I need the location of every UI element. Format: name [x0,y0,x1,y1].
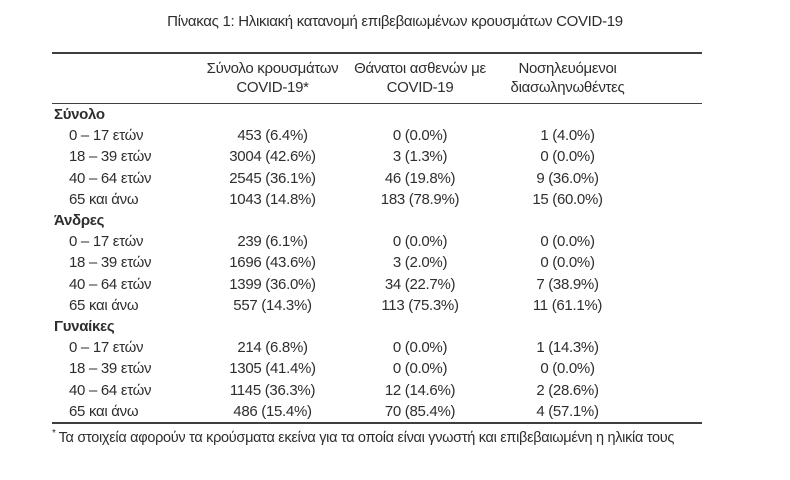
deaths-cell: 12 (14.6%) [384,381,456,399]
age-cell: 0 – 17 ετών [69,339,144,357]
intubated-cell: 7 (38.9%) [536,275,599,293]
col-header-deaths: Θάνατοι ασθενών με COVID-19 [350,53,490,104]
age-cell: 65 και άνω [69,190,139,208]
deaths-cell: 3 (2.0%) [392,254,448,272]
footnote: * Τα στοιχεία αφορούν τα κρούσματα εκείνα… [52,424,752,448]
table-row: 65 και άνω 486 (15.4%) 70 (85.4%) 4 (57.1%) [52,401,702,423]
deaths-cell: 46 (19.8%) [384,169,456,187]
intubated-cell: 0 (0.0%) [540,148,595,166]
table-row: 65 και άνω 557 (14.3%) 113 (75.3%) 11 (61.1… [52,295,702,316]
section-label: Άνδρες [54,212,105,230]
intubated-cell: 0 (0.0%) [540,360,595,378]
table-row: 0 – 17 ετών 453 (6.4%) 0 (0.0%) 1 (4.0%) [52,125,702,146]
col-header-intubated-line1: Νοσηλευόμενοι [518,60,617,77]
table-row: 40 – 64 ετών 1399 (36.0%) 34 (22.7%) 7 (38.… [52,274,702,295]
intubated-cell: 4 (57.1%) [536,402,599,420]
cases-cell: 453 (6.4%) [237,127,308,145]
age-cell: 18 – 39 ετών [69,148,152,166]
age-cell: 40 – 64 ετών [69,381,152,399]
col-header-total-cases-line2: COVID-19* [236,79,309,96]
cases-cell: 557 (14.3%) [233,296,312,314]
section-label: Σύνολο [54,106,105,123]
col-header-intubated: Νοσηλευόμενοι διασωληνωθέντες [490,53,702,104]
deaths-cell: 34 (22.7%) [384,275,456,293]
intubated-cell: 1 (4.0%) [540,127,595,145]
cases-cell: 3004 (42.6%) [229,148,316,166]
cases-cell: 1696 (43.6%) [229,254,316,272]
cases-cell: 1043 (14.8%) [229,190,316,208]
age-cell: 18 – 39 ετών [69,254,152,272]
table-row: 0 – 17 ετών 214 (6.8%) 0 (0.0%) 1 (14.3%) [52,337,702,358]
table-caption: Πίνακας 1: Ηλικιακή κατανομή επιβεβαιωμέ… [167,13,623,30]
section-row: Σύνολο [52,104,702,126]
cases-cell: 214 (6.8%) [237,339,308,357]
table-row: 40 – 64 ετών 2545 (36.1%) 46 (19.8%) 9 (36.… [52,168,702,189]
table-header: Σύνολο κρουσμάτων COVID-19* Θάνατοι ασθε… [52,53,702,104]
intubated-cell: 0 (0.0%) [540,233,595,251]
header-row: Σύνολο κρουσμάτων COVID-19* Θάνατοι ασθε… [52,53,702,104]
age-cell: 0 – 17 ετών [69,233,144,251]
intubated-cell: 11 (61.1%) [532,296,603,314]
section-row: Άνδρες [52,210,702,231]
age-cell: 65 και άνω [69,402,139,420]
table-row: 18 – 39 ετών 3004 (42.6%) 3 (1.3%) 0 (0.0%) [52,146,702,167]
cases-cell: 1305 (41.4%) [229,360,316,378]
col-header-deaths-line2: COVID-19 [386,79,454,96]
age-column-header [52,53,195,104]
age-cell: 40 – 64 ετών [69,275,152,293]
covid-age-table: Σύνολο κρουσμάτων COVID-19* Θάνατοι ασθε… [52,52,702,425]
cases-cell: 2545 (36.1%) [229,169,316,187]
col-header-intubated-line2: διασωληνωθέντες [510,79,625,96]
deaths-cell: 0 (0.0%) [392,127,448,145]
age-cell: 65 και άνω [69,296,139,314]
deaths-cell: 113 (75.3%) [381,296,459,314]
intubated-cell: 0 (0.0%) [540,254,595,272]
section-row: Γυναίκες [52,316,702,337]
intubated-cell: 2 (28.6%) [536,381,599,399]
cases-cell: 239 (6.1%) [237,233,308,251]
table-row: 65 και άνω 1043 (14.8%) 183 (78.9%) 15 (60.… [52,189,702,210]
intubated-cell: 1 (14.3%) [536,339,599,357]
col-header-total-cases: Σύνολο κρουσμάτων COVID-19* [195,53,350,104]
deaths-cell: 3 (1.3%) [392,148,448,166]
age-cell: 0 – 17 ετών [69,127,144,145]
table-row: 18 – 39 ετών 1305 (41.4%) 0 (0.0%) 0 (0.0%) [52,358,702,379]
footnote-marker: * [52,428,56,439]
deaths-cell: 0 (0.0%) [392,339,448,357]
intubated-cell: 15 (60.0%) [532,190,603,208]
deaths-cell: 0 (0.0%) [392,233,448,251]
deaths-cell: 183 (78.9%) [380,190,460,208]
table-row: 0 – 17 ετών 239 (6.1%) 0 (0.0%) 0 (0.0%) [52,231,702,252]
age-cell: 40 – 64 ετών [69,169,152,187]
col-header-deaths-line1: Θάνατοι ασθενών με [354,60,486,77]
section-label: Γυναίκες [54,318,115,336]
cases-cell: 1145 (36.3%) [229,381,316,399]
table-body: Σύνολο 0 – 17 ετών 453 (6.4%) 0 (0.0%) 1 (4.… [52,104,702,424]
intubated-cell: 9 (36.0%) [536,169,599,187]
deaths-cell: 0 (0.0%) [392,360,448,378]
cases-cell: 486 (15.4%) [233,402,312,420]
table-row: 18 – 39 ετών 1696 (43.6%) 3 (2.0%) 0 (0.0%) [52,252,702,273]
table-row: 40 – 64 ετών 1145 (36.3%) 12 (14.6%) 2 (28.… [52,380,702,401]
col-header-total-cases-line1: Σύνολο κρουσμάτων [206,60,339,77]
footnote-text: Τα στοιχεία αφορούν τα κρούσματα εκείνα … [58,429,675,446]
age-cell: 18 – 39 ετών [69,360,152,378]
cases-cell: 1399 (36.0%) [229,275,316,293]
deaths-cell: 70 (85.4%) [384,402,456,420]
